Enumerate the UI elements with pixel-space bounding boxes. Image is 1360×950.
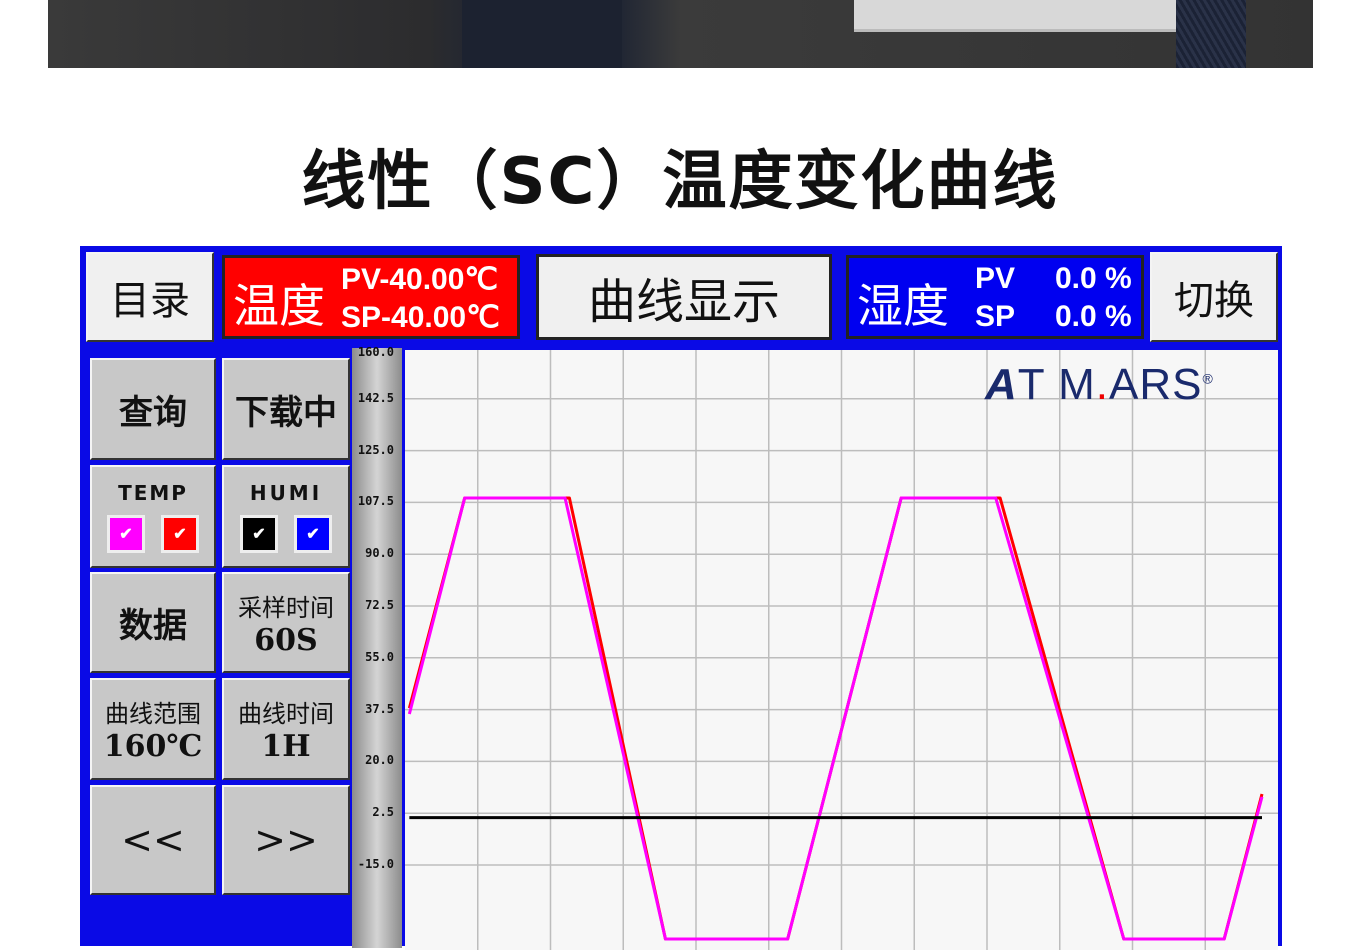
y-tick-label: 142.5 (357, 390, 394, 405)
series-line-1 (407, 496, 1264, 941)
chamber-window (854, 0, 1186, 32)
temp-sp: SP-40.00℃ (341, 301, 500, 334)
y-tick-label: -15.0 (357, 857, 394, 871)
menu-label: 目录 (110, 278, 190, 324)
humi-label: 湿度 (857, 279, 949, 333)
query-label: 查询 (119, 392, 187, 433)
curve-label: 曲线显示 (587, 274, 780, 330)
humi-sp: 0.0 % (1055, 300, 1132, 333)
curve-display-button[interactable]: 曲线显示 (536, 254, 832, 340)
sample-time-label: 采样时间 (238, 593, 334, 622)
temperature-display: 温度 PV-40.00℃ SP-40.00℃ (222, 255, 520, 339)
humi-group-label: HUMI (249, 480, 323, 505)
curve-range-label: 曲线范围 (105, 700, 201, 728)
y-tick-label: 125.0 (357, 442, 394, 457)
next-button[interactable]: >> (222, 785, 350, 895)
humi-pv-label: PV (975, 262, 1016, 295)
series-line-0 (407, 496, 1264, 941)
chamber-cabinet (462, 0, 622, 68)
sample-time-button[interactable]: 采样时间 60S (222, 572, 350, 673)
curve-time-button[interactable]: 曲线时间 1H (222, 678, 350, 780)
chamber-grill (1176, 0, 1246, 68)
temp-pv-checkbox[interactable]: ✔ (107, 514, 145, 553)
y-tick-label: 160.0 (357, 345, 394, 359)
temp-group-label: TEMP (118, 480, 188, 505)
curve-plot (405, 350, 1278, 950)
temp-pv: PV-40.00℃ (341, 263, 499, 296)
curve-time-value: 1H (261, 729, 311, 764)
y-tick-label: 2.5 (372, 805, 394, 820)
switch-label: 切换 (1174, 278, 1254, 324)
prev-button[interactable]: << (90, 785, 216, 895)
humi-pv-checkbox[interactable]: ✔ (240, 514, 278, 553)
humi-sp-label: SP (975, 300, 1016, 333)
temp-label: 温度 (233, 279, 325, 333)
y-tick-label: 107.5 (357, 494, 394, 509)
curve-range-value: 160℃ (103, 729, 203, 764)
temp-sp-checkbox[interactable]: ✔ (161, 514, 199, 553)
product-photo-banner (48, 0, 1313, 68)
y-tick-label: 55.0 (365, 649, 394, 664)
switch-button[interactable]: 切换 (1150, 252, 1278, 342)
y-tick-label: 20.0 (365, 753, 394, 768)
y-tick-label: 72.5 (365, 598, 394, 612)
y-tick-label: 90.0 (365, 546, 394, 561)
humi-pv: 0.0 % (1055, 262, 1132, 295)
humi-sp-checkbox[interactable]: ✔ (294, 514, 332, 553)
download-label: 下载中 (235, 392, 337, 433)
y-tick-label: 37.5 (365, 701, 394, 716)
curve-time-label: 曲线时间 (238, 700, 334, 728)
page-title: 线性（SC）温度变化曲线 (301, 145, 1059, 219)
y-axis-strip (352, 348, 402, 948)
humidity-display: 湿度 PV 0.0 % SP 0.0 % (846, 255, 1144, 339)
download-button[interactable]: 下载中 (222, 358, 350, 460)
prev-label: << (121, 818, 185, 862)
atmars-logo: AT M.ARS® (985, 360, 1214, 409)
sample-time-value: 60S (254, 622, 318, 658)
next-label: >> (254, 818, 318, 862)
data-button[interactable]: 数据 (90, 572, 216, 673)
temp-toggle-group: TEMP ✔ ✔ (90, 465, 216, 568)
curve-range-button[interactable]: 曲线范围 160℃ (90, 678, 216, 780)
humi-toggle-group: HUMI ✔ ✔ (222, 465, 350, 568)
data-label: 数据 (119, 606, 187, 646)
query-button[interactable]: 查询 (90, 358, 216, 460)
menu-button[interactable]: 目录 (86, 252, 214, 342)
